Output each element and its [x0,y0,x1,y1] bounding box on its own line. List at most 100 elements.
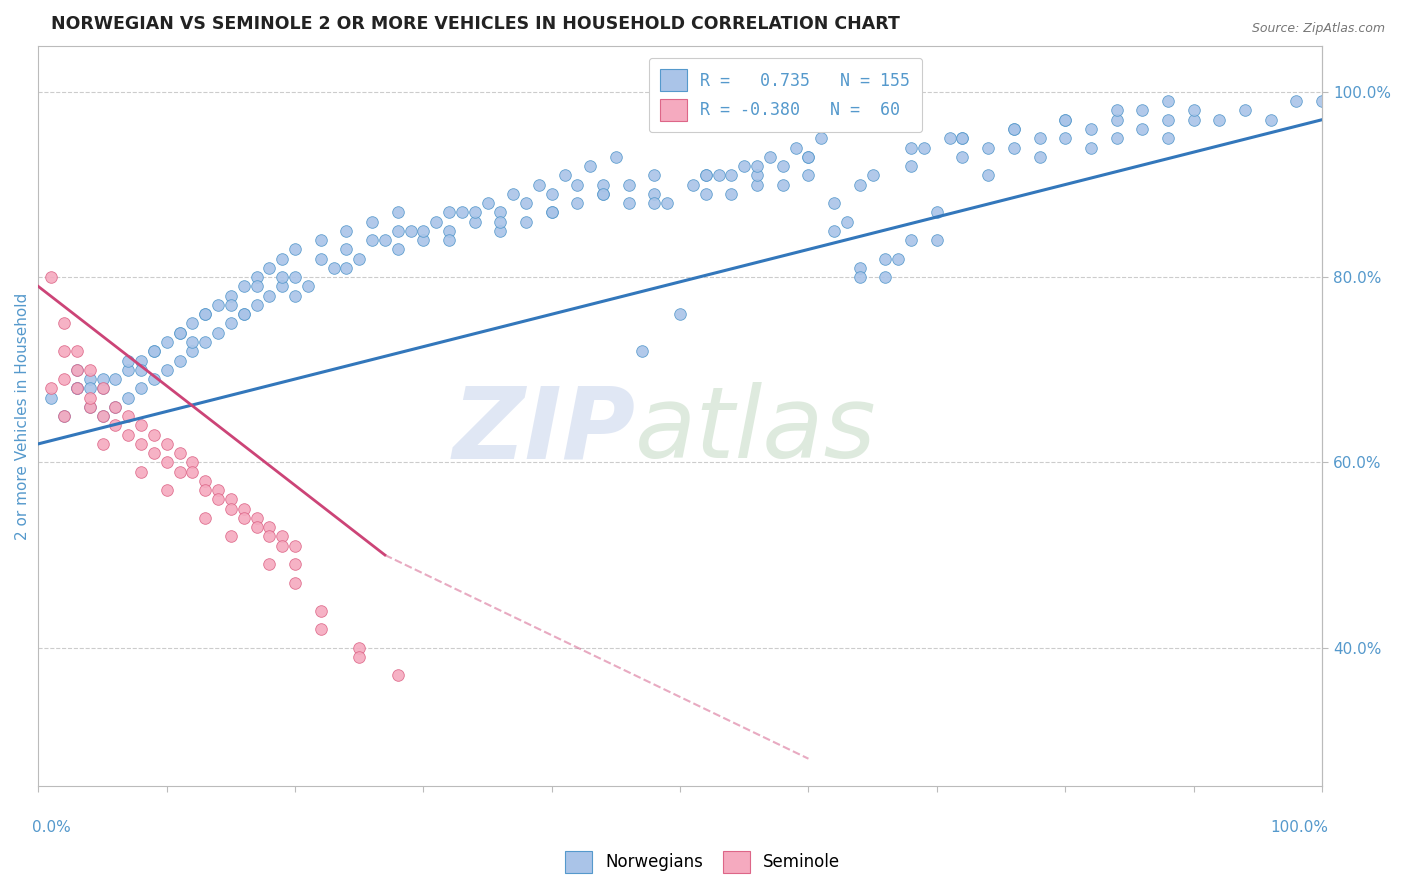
Point [181,334,204,349]
Point [720,186,742,201]
Point [387,243,409,257]
Point [66,344,89,359]
Point [117,363,139,377]
Point [39,270,62,285]
Point [1157,131,1180,145]
Point [900,233,922,247]
Point [669,307,692,321]
Point [1054,112,1077,127]
Point [142,344,165,359]
Point [156,483,179,498]
Point [1157,94,1180,108]
Point [374,233,396,247]
Point [335,260,357,275]
Point [207,298,229,312]
Point [245,279,267,293]
Point [489,214,512,228]
Point [1105,103,1128,118]
Point [437,224,460,238]
Point [219,317,242,331]
Point [104,400,127,414]
Point [142,344,165,359]
Point [695,169,717,183]
Point [347,640,370,655]
Point [79,372,101,386]
Point [1105,112,1128,127]
Text: Source: ZipAtlas.com: Source: ZipAtlas.com [1251,22,1385,36]
Point [1105,131,1128,145]
Point [284,288,307,302]
Point [232,511,254,525]
Point [477,196,499,211]
Point [79,400,101,414]
Point [91,372,114,386]
Point [181,344,204,359]
Point [1130,122,1153,136]
Point [399,224,422,238]
Point [567,178,589,192]
Point [194,307,217,321]
Point [515,196,537,211]
Point [387,668,409,682]
Point [682,178,704,192]
Point [104,372,127,386]
Point [733,159,755,173]
Point [194,307,217,321]
Point [91,381,114,395]
Point [643,186,665,201]
Point [695,169,717,183]
Point [952,150,974,164]
Point [567,196,589,211]
Point [437,205,460,219]
Point [129,381,152,395]
Legend: Norwegians, Seminole: Norwegians, Seminole [558,845,848,880]
Point [695,186,717,201]
Point [309,233,332,247]
Point [207,483,229,498]
Point [823,196,845,211]
Y-axis label: 2 or more Vehicles in Household: 2 or more Vehicles in Household [15,293,30,540]
Point [425,214,447,228]
Point [849,270,872,285]
Point [245,270,267,285]
Point [259,529,281,543]
Point [605,150,627,164]
Point [309,622,332,636]
Point [643,169,665,183]
Point [169,353,191,368]
Point [53,409,76,423]
Point [1310,94,1333,108]
Point [925,233,948,247]
Point [617,178,640,192]
Point [219,529,242,543]
Point [79,400,101,414]
Point [797,150,820,164]
Point [169,326,191,340]
Point [284,270,307,285]
Point [1285,94,1308,108]
Point [232,279,254,293]
Point [53,317,76,331]
Point [297,279,319,293]
Point [259,288,281,302]
Point [912,140,935,154]
Point [53,409,76,423]
Point [129,363,152,377]
Point [862,169,884,183]
Point [219,492,242,507]
Point [39,391,62,405]
Text: ZIP: ZIP [453,383,636,479]
Point [527,178,550,192]
Point [91,409,114,423]
Text: 100.0%: 100.0% [1270,820,1329,835]
Point [271,252,294,266]
Point [207,326,229,340]
Point [232,307,254,321]
Point [117,353,139,368]
Point [284,539,307,553]
Point [797,169,820,183]
Point [156,334,179,349]
Point [117,391,139,405]
Point [772,178,794,192]
Point [938,131,960,145]
